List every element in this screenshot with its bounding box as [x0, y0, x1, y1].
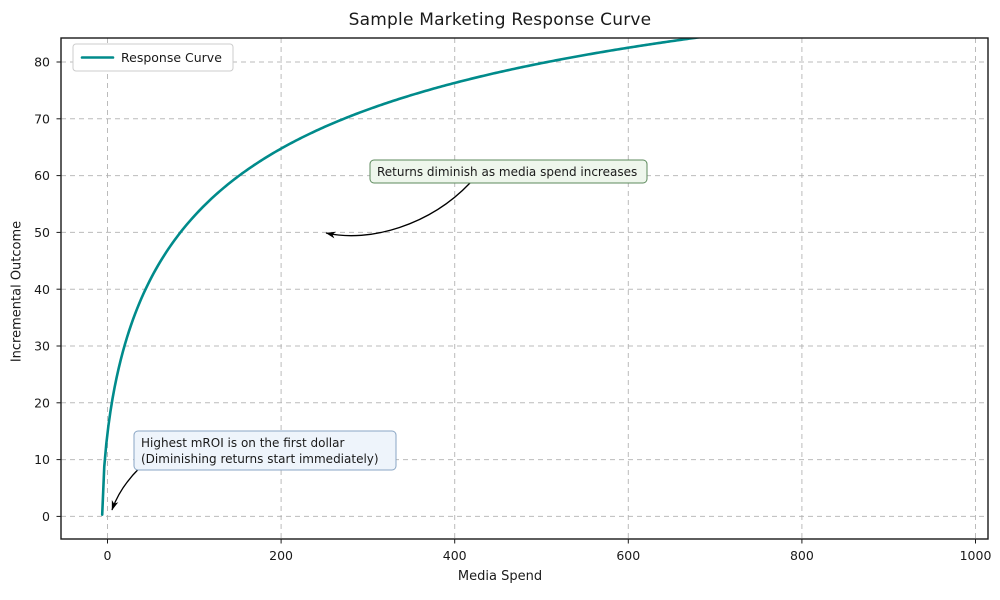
xaxis-tick-labels: 0 200 400 600 800 1000: [104, 548, 992, 563]
xtick-label: 800: [790, 548, 814, 563]
xaxis-ticks: [107, 539, 976, 544]
ytick-label: 60: [34, 168, 50, 183]
series-line-response-curve: [100, 38, 704, 517]
annotation-highest-mroi: Highest mROI is on the first dollar (Dim…: [133, 430, 397, 471]
xtick-label: 200: [269, 548, 293, 563]
xtick-label: 1000: [960, 548, 992, 563]
annotation-text-diminishing-returns: Returns diminish as media spend increase…: [377, 165, 637, 179]
yaxis-title: Incremental Outcome: [9, 220, 25, 363]
ytick-label: 30: [34, 339, 50, 354]
xtick-label: 0: [104, 548, 112, 563]
annotation-diminishing-returns: Returns diminish as media spend increase…: [369, 159, 648, 184]
annotation-box-highest-mroi: [133, 430, 397, 471]
ytick-label: 40: [34, 282, 50, 297]
xaxis-title: Media Spend: [457, 569, 543, 584]
annotation-text-highest-mroi-line1: Highest mROI is on the first dollar: [141, 436, 344, 450]
ytick-label: 10: [34, 452, 50, 467]
ytick-label: 70: [34, 111, 50, 126]
annotation-arrow-diminishing-returns: [325, 182, 471, 239]
legend-label-response-curve: Response Curve: [121, 50, 222, 65]
yaxis-ticks: [56, 61, 61, 517]
annotation-box-diminishing-returns: [369, 159, 648, 184]
annotation-text-highest-mroi-line2: (Diminishing returns start immediately): [141, 452, 379, 466]
yaxis-tick-labels: 0 10 20 30 40 50 60 70 80: [34, 55, 50, 524]
legend[interactable]: Response Curve: [72, 43, 234, 72]
plot-border: [60, 37, 989, 540]
chart-title: Sample Marketing Response Curve: [348, 10, 652, 30]
ytick-label: 50: [34, 225, 50, 240]
xtick-label: 400: [443, 548, 467, 563]
legend-box: [72, 43, 234, 72]
xtick-label: 600: [616, 548, 640, 563]
ytick-label: 0: [42, 509, 50, 524]
ytick-label: 80: [34, 55, 50, 70]
ytick-label: 20: [34, 395, 50, 410]
